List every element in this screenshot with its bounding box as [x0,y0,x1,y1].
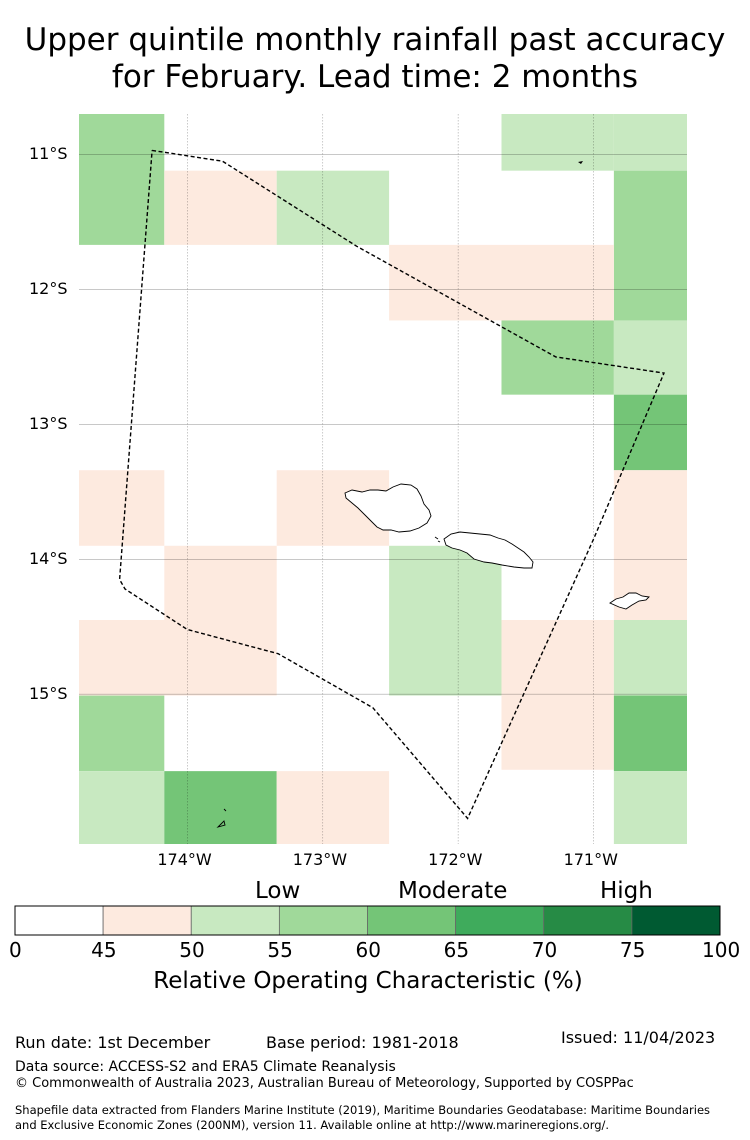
colorbar-segment [455,905,545,936]
base-period: Base period: 1981-2018 [266,1033,459,1052]
roc-cell [276,170,390,245]
roc-cell [613,695,687,772]
swains-island-outline [578,161,583,164]
roc-cell [79,114,165,245]
roc-cell [389,545,502,696]
chart-title: Upper quintile monthly rainfall past acc… [0,22,750,96]
colorbar-segment [278,905,368,936]
graticule-layer [79,114,687,844]
longitude-tick-label: 173°W [292,850,348,869]
colorbar-tick-label: 70 [531,938,558,962]
colorbar [0,900,750,970]
issued-date: Issued: 11/04/2023 [561,1028,716,1047]
eez-boundary-line [118,149,665,820]
copyright-notice: © Commonwealth of Australia 2023, Austra… [15,1076,634,1091]
roc-cell [79,620,277,696]
roc-cell [613,320,687,395]
land-outlines-layer [216,161,650,828]
colorbar-tick-label: 60 [355,938,381,962]
latitude-tick-label: 12°S [29,279,68,299]
colorbar-tick-label: 45 [91,938,117,962]
colorbar-tick-label: 100 [702,938,741,962]
colorbar-title: Relative Operating Characteristic (%) [153,968,583,994]
category-label-high: High [600,878,653,904]
colorbar-svg [14,905,721,936]
roc-cell [79,470,165,546]
title-line-1: Upper quintile monthly rainfall past acc… [24,22,726,58]
roc-cell [501,620,614,770]
upolu-island-outline [443,531,534,569]
tutuila-island-outline [609,592,650,610]
niuafoou-island-outline [216,808,227,828]
roc-cell [164,771,277,844]
map-area: 11°S 12°S 13°S 14°S 15°S 174°W 173°W 172°W 171°… [29,114,687,869]
colorbar-segment [631,905,721,936]
roc-cell [164,545,277,621]
colorbar-segment [190,905,280,936]
colorbar-segment [102,905,192,936]
longitude-tick-label: 172°W [428,850,483,869]
longitude-tick-label: 171°W [563,850,618,869]
category-label-low: Low [255,878,301,904]
shapefile-credit-line-1: Shapefile data extracted from Flanders M… [15,1103,711,1117]
colorbar-tick-label: 75 [619,938,646,962]
colorbar-tick-label: 65 [443,938,470,962]
colorbar-tick-label: 55 [267,938,293,962]
map-svg [79,114,687,844]
title-line-2: for February. Lead time: 2 months [111,59,639,95]
run-date: Run date: 1st December [15,1033,211,1052]
manono-island-outline [434,536,441,543]
colorbar-segment [543,905,633,936]
colorbar-frame [14,905,721,936]
eez-boundary-layer [118,149,665,820]
roc-cells-layer [79,114,687,844]
category-label-moderate: Moderate [398,878,508,904]
savaii-island-outline [344,483,432,533]
roc-cell [613,771,687,844]
latitude-tick-label: 14°S [29,549,68,569]
latitude-tick-label: 13°S [29,414,68,434]
latitude-tick-label: 15°S [29,684,68,704]
roc-cell [79,771,165,844]
colorbar-tick-label: 50 [179,938,205,962]
shapefile-credit-line-2: and Exclusive Economic Zones (200NM), ve… [15,1118,610,1132]
roc-cell [613,620,687,696]
longitude-tick-label: 174°W [157,850,212,869]
roc-cell [79,695,165,772]
roc-cell [613,170,687,321]
colorbar-segment [14,905,104,936]
roc-cell [389,244,614,321]
roc-cell [164,170,277,245]
latitude-tick-label: 11°S [29,144,68,164]
roc-cell [613,394,687,471]
roc-cell [501,320,614,395]
roc-cell [501,114,614,171]
roc-cell [276,771,390,844]
roc-cell [613,114,687,171]
data-source: Data source: ACCESS-S2 and ERA5 Climate … [15,1059,396,1075]
colorbar-segment [367,905,457,936]
colorbar-tick-label: 0 [9,938,22,962]
